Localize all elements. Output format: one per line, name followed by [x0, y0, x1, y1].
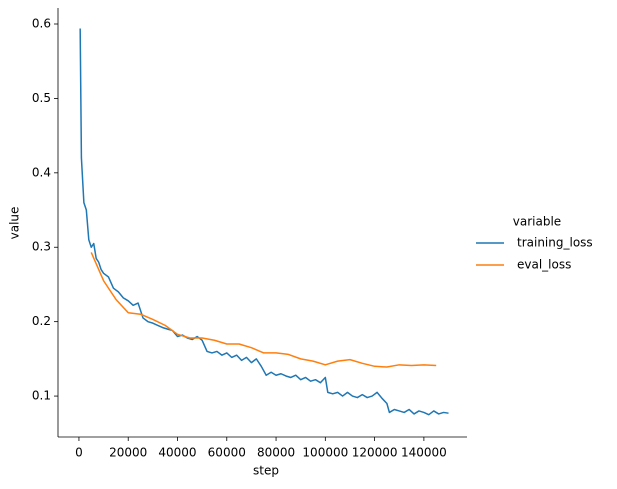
x-tick-label: 60000: [208, 446, 246, 460]
y-tick-label: 0.5: [32, 91, 51, 105]
x-tick-label: 40000: [158, 446, 196, 460]
y-tick-label: 0.2: [32, 314, 51, 328]
x-tick-label: 100000: [302, 446, 348, 460]
y-tick-label: 0.3: [32, 240, 51, 254]
x-tick-label: 20000: [109, 446, 147, 460]
legend-label: eval_loss: [517, 258, 571, 272]
y-tick-label: 0.6: [32, 16, 51, 30]
legend-label: training_loss: [517, 236, 593, 250]
x-axis-label: step: [253, 464, 279, 478]
y-tick-label: 0.4: [32, 165, 51, 179]
x-tick-label: 80000: [257, 446, 295, 460]
y-tick-label: 0.1: [32, 389, 51, 403]
x-tick-label: 120000: [352, 446, 398, 460]
x-tick-label: 140000: [401, 446, 447, 460]
line-eval-loss: [90, 252, 437, 368]
line-training-loss: [79, 28, 449, 416]
y-axis-label: value: [8, 207, 22, 240]
legend-title: variable: [513, 215, 561, 229]
x-tick-label: 0: [75, 446, 83, 460]
